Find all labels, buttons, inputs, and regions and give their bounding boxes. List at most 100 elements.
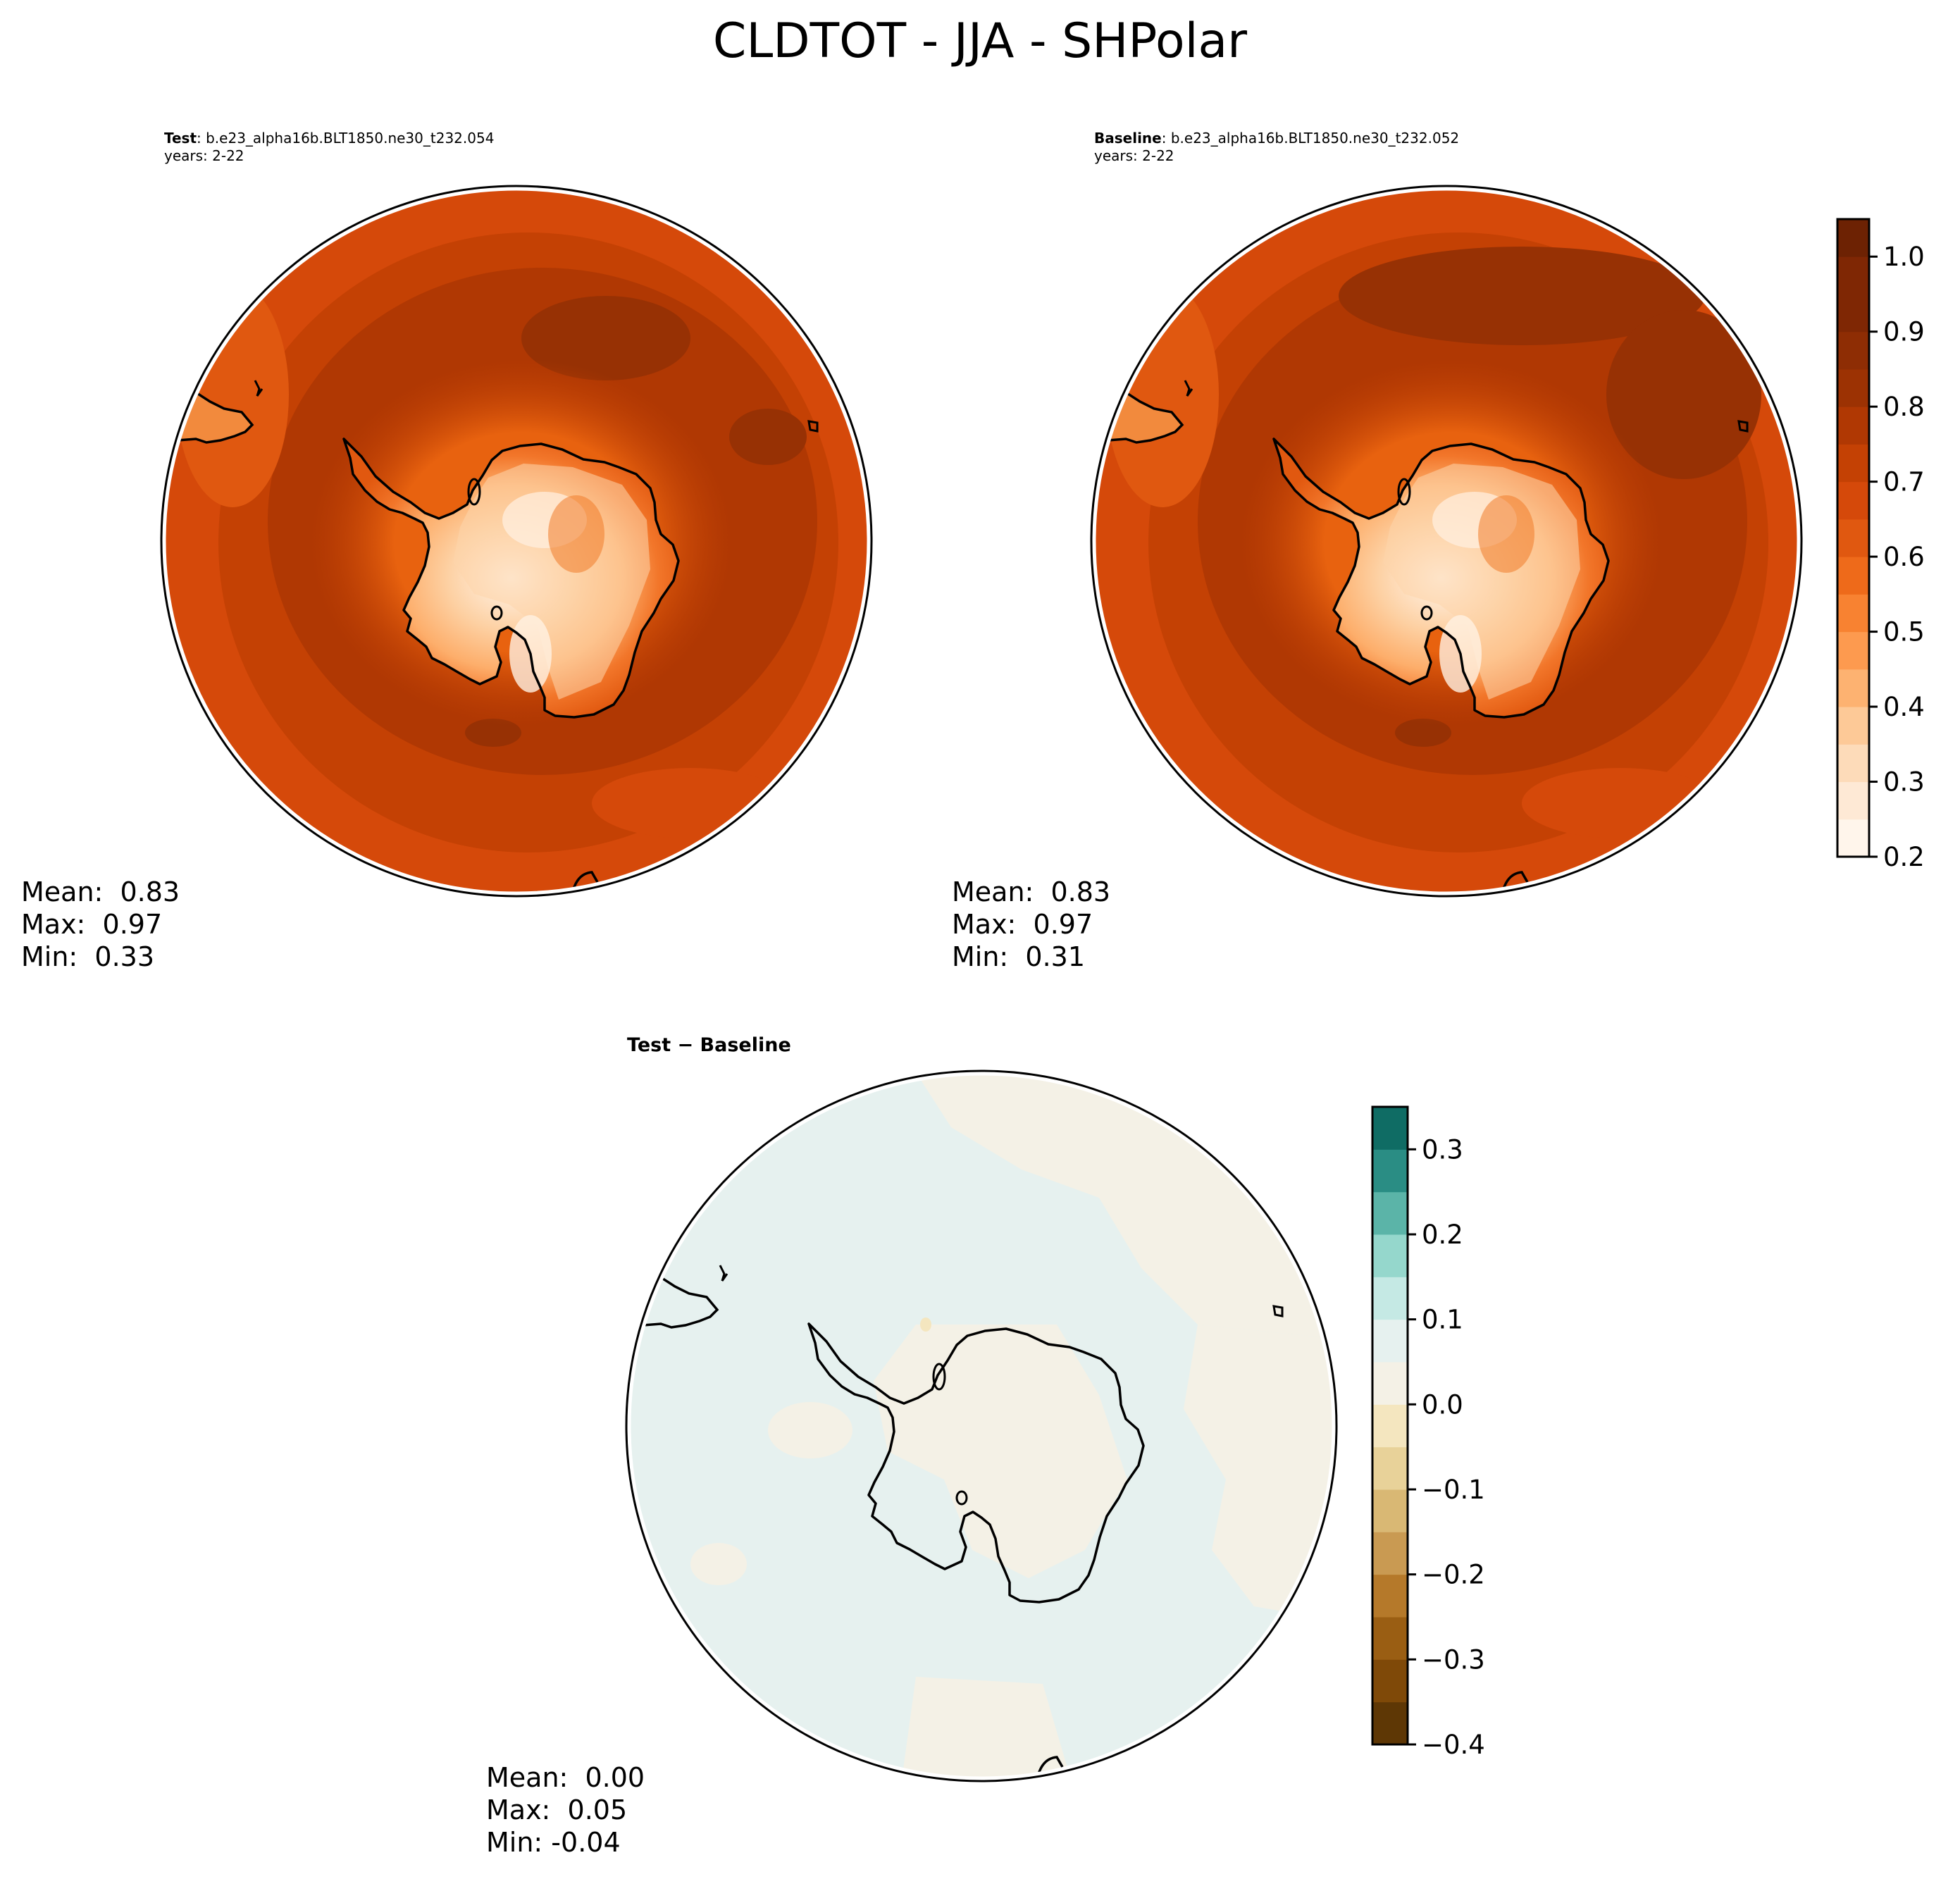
- test-falklands: [254, 380, 263, 397]
- baseline-panel-title: Baseline: b.e23_alpha16b.BLT1850.ne30_t2…: [1094, 130, 1459, 165]
- test-map-rim: [162, 187, 871, 895]
- main-colorbar-tick-label: 0.4: [1883, 692, 1925, 722]
- diff-colorbar-tick-label: 0.2: [1422, 1220, 1463, 1250]
- baseline-kerguelen: [1737, 420, 1749, 433]
- diff-min: Min: -0.04: [486, 1827, 621, 1858]
- test-stats: Mean: 0.83 Max: 0.97 Min: 0.33: [21, 876, 180, 973]
- test-map-boundary: [160, 185, 873, 898]
- diff-colorbar-tick-label: 0.0: [1422, 1389, 1463, 1420]
- main-colorbar-tick-label: 1.0: [1883, 242, 1925, 272]
- baseline-min: Min: 0.31: [952, 941, 1085, 972]
- baseline-dark-cloud-patch-2: [1395, 719, 1451, 747]
- baseline-mean: Mean: 0.83: [952, 876, 1111, 907]
- test-min: Min: 0.33: [21, 941, 154, 972]
- diff-colorbar-segment: [1372, 1532, 1408, 1575]
- diff-colorbar-segment: [1372, 1489, 1408, 1532]
- test-mean: Mean: 0.83: [21, 876, 180, 907]
- diff-colorbar-tick-label: −0.3: [1422, 1644, 1485, 1675]
- diff-neg-spot: [920, 1317, 931, 1332]
- baseline-label: Baseline: [1094, 130, 1162, 147]
- baseline-light-cloud-patch-2: [1522, 768, 1719, 838]
- main-colorbar-segment: [1837, 781, 1869, 820]
- diff-colorbar-segment: [1372, 1446, 1408, 1490]
- main-colorbar-segment: [1837, 256, 1869, 294]
- diff-colorbar-segment: [1372, 1659, 1408, 1703]
- diff-island: [932, 1363, 946, 1391]
- baseline-max: Max: 0.97: [952, 909, 1093, 940]
- diff-kerguelen: [1272, 1305, 1284, 1317]
- test-map: [160, 185, 873, 898]
- main-colorbar-segment: [1837, 557, 1869, 595]
- diff-neg-patch-2: [690, 1543, 747, 1585]
- test-island: [467, 478, 481, 506]
- diff-colorbar-segment: [1372, 1404, 1408, 1448]
- main-colorbar-segment: [1837, 294, 1869, 333]
- baseline-case-name: : b.e23_alpha16b.BLT1850.ne30_t232.052: [1161, 130, 1460, 147]
- baseline-map-boundary: [1090, 185, 1803, 898]
- diff-colorbar-segment: [1372, 1362, 1408, 1405]
- test-island-2: [490, 605, 503, 621]
- main-colorbar-tick-label: 0.9: [1883, 317, 1925, 347]
- test-dark-cloud-patch-2: [729, 409, 807, 465]
- diff-colorbar-frame: [1371, 1105, 1409, 1746]
- main-colorbar-segment: [1837, 368, 1869, 407]
- diff-colorbar-tick-label: 0.3: [1422, 1134, 1463, 1165]
- main-colorbar-segment: [1837, 594, 1869, 633]
- main-colorbar-segment: [1837, 219, 1869, 257]
- diff-colorbar-segment: [1372, 1191, 1408, 1235]
- figure-title: CLDTOT - JJA - SHPolar: [712, 13, 1248, 69]
- main-colorbar-segment: [1837, 444, 1869, 483]
- diff-map-rim: [627, 1072, 1336, 1780]
- diff-map-boundary: [625, 1069, 1338, 1782]
- diff-colorbar-segment: [1372, 1107, 1408, 1150]
- diff-falklands: [719, 1265, 728, 1282]
- diff-colorbar-segment: [1372, 1149, 1408, 1193]
- test-cloud-streak: [548, 495, 604, 573]
- diff-mean: Mean: 0.00: [486, 1762, 645, 1793]
- main-colorbar-segment: [1837, 669, 1869, 707]
- baseline-years: years: 2-22: [1094, 147, 1174, 164]
- diff-colorbar-tick-label: −0.1: [1422, 1475, 1485, 1505]
- test-years: years: 2-22: [164, 147, 244, 164]
- test-dark-cloud-patch: [521, 296, 690, 380]
- diff-colorbar-tick-label: −0.2: [1422, 1560, 1485, 1590]
- main-colorbar-segment: [1837, 481, 1869, 520]
- test-case-name: : b.e23_alpha16b.BLT1850.ne30_t232.054: [197, 130, 495, 147]
- diff-colorbar-tick-label: −0.4: [1422, 1730, 1485, 1760]
- test-label: Test: [164, 130, 197, 147]
- main-colorbar-segment: [1837, 519, 1869, 557]
- baseline-island: [1397, 478, 1411, 506]
- main-colorbar-tick-label: 0.5: [1883, 617, 1925, 647]
- main-colorbar-tick-label: 0.2: [1883, 842, 1925, 872]
- test-panel-title: Test: b.e23_alpha16b.BLT1850.ne30_t232.0…: [164, 130, 494, 165]
- baseline-cloud-streak: [1478, 495, 1534, 573]
- baseline-dark-cloud-patch: [1606, 310, 1761, 479]
- diff-neg-area-2: [1184, 1325, 1335, 1620]
- diff-neg-area-5: [902, 1677, 1071, 1780]
- diff-colorbar-segment: [1372, 1574, 1408, 1618]
- main-colorbar-segment: [1837, 819, 1869, 857]
- diff-neg-patch: [768, 1402, 852, 1458]
- main-colorbar-tick-label: 0.3: [1883, 767, 1925, 798]
- diff-colorbar: −0.4 −0.3 −0.2 −0.1 0.0 0.1 0.2 0.3: [1371, 1105, 1485, 1760]
- diff-panel-title: Test − Baseline: [627, 1034, 791, 1056]
- main-colorbar-segment: [1837, 707, 1869, 745]
- main-colorbar-tick-label: 0.6: [1883, 542, 1925, 572]
- main-colorbar-segment: [1837, 744, 1869, 783]
- diff-island-2: [955, 1490, 968, 1506]
- main-colorbar: 0.2 0.3 0.4 0.5 0.6 0.7 0.8 0.9 1.0: [1836, 218, 1925, 872]
- diff-colorbar-segment: [1372, 1701, 1408, 1745]
- diff-colorbar-segment: [1372, 1319, 1408, 1363]
- main-colorbar-segment: [1837, 407, 1869, 445]
- diff-stats: Mean: 0.00 Max: 0.05 Min: -0.04: [486, 1761, 645, 1859]
- main-colorbar-frame: [1836, 218, 1871, 858]
- diff-colorbar-tick-label: 0.1: [1422, 1305, 1463, 1335]
- diff-colorbar-segment: [1372, 1234, 1408, 1277]
- main-colorbar-tick-label: 0.7: [1883, 467, 1925, 497]
- diff-max: Max: 0.05: [486, 1794, 628, 1825]
- baseline-map-rim: [1092, 187, 1801, 895]
- diff-map: [625, 1069, 1338, 1782]
- main-colorbar-tick-label: 0.8: [1883, 392, 1925, 422]
- diff-colorbar-segment: [1372, 1277, 1408, 1320]
